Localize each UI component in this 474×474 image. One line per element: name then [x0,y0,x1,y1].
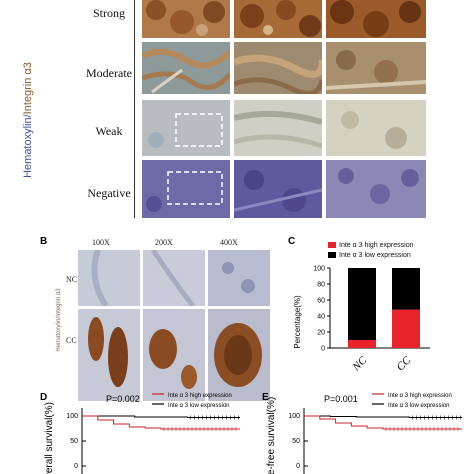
e-curve-low [304,415,462,418]
tile-moderate-3 [326,42,426,94]
c-tick-label: 60 [317,298,325,305]
row-cc: CC [66,336,77,345]
bar-cc-low [392,268,420,310]
tile-strong-3 [326,0,426,38]
side-label-integrin: Integrin α3 [22,62,34,115]
row-label-moderate: Moderate [86,66,132,80]
tile-weak-2 [234,100,322,156]
mag-200x: 200X [155,238,173,247]
row-nc: NC [66,275,78,284]
c-tick-label: 20 [317,330,325,337]
e-legend-high: Inte α 3 high expression [388,393,452,399]
bar-nc-high [348,340,376,348]
panel-c-letter: C [288,236,296,247]
d-legend-high: Inte α 3 high expression [168,393,232,399]
d-curve-high [82,415,240,430]
bar-cc-high [392,309,420,348]
tile-cc-200x [143,309,205,401]
tile-cc-400x [208,309,270,401]
d-tick-50: 50 [70,438,78,445]
c-tick-label: 40 [317,314,325,321]
c-category-cc: CC [394,354,413,373]
c-tick-label: 80 [317,282,325,289]
percentage-bar-chart: Percentage(%) 0 20 40 60 80 100 NC CC [293,266,430,374]
mag-400x: 400X [220,238,238,247]
tile-negative-3 [326,160,426,218]
c-tick-label: 100 [313,266,325,273]
e-ylabel: ease-free survival(%) [266,397,277,474]
row-label-strong: Strong [92,6,125,20]
e-tick-50: 50 [292,438,300,445]
d-tick-0: 0 [74,463,78,470]
tile-strong-2 [234,0,322,38]
d-tick-100: 100 [66,413,78,420]
tile-moderate-1 [142,42,230,94]
mag-100x: 100X [92,238,110,247]
tile-nc-200x [143,250,205,306]
d-legend-low: Inte α 3 low expression [168,403,230,409]
tile-nc-100x [78,250,140,306]
legend-c-high: Inte α 3 high expression [328,242,413,249]
tile-cc-100x [78,309,140,401]
c-ylabel: Percentage(%) [293,295,302,349]
e-legend-low: Inte α 3 low expression [388,403,450,409]
d-ylabel: Overall survival(%) [44,402,55,474]
tile-strong-1 [142,0,230,38]
d-pvalue: P=0.002 [106,394,140,404]
panel-d-letter: D [40,392,48,403]
overall-survival-chart: Overall survival(%) 100 50 0 P=0.002 Int… [44,393,240,474]
e-tick-100: 100 [288,413,300,420]
side-label-hema: Hematoxylin/ [22,114,34,178]
panel-b-side-label: Hematoxylin/Integrin α3 [56,288,62,352]
legend-c-high-swatch [328,242,336,249]
disease-free-survival-chart: ease-free survival(%) 100 50 0 P=0.001 I… [266,393,462,474]
tile-weak-3 [326,100,426,156]
panel-b-letter: B [40,236,48,247]
c-category-nc: NC [350,354,370,374]
c-tick-label: 0 [321,346,325,353]
panel-e-letter: E [262,392,269,403]
tile-nc-400x [208,250,270,306]
legend-c-low-swatch [328,252,336,259]
row-label-negative: Negative [87,186,131,200]
tile-moderate-2 [234,42,322,94]
panel-a-side-label: Hematoxylin/Integrin α3 [8,0,48,240]
e-tick-0: 0 [296,463,300,470]
tile-negative-1 [142,160,230,218]
tile-negative-2 [234,160,322,218]
tile-weak-1 [142,100,230,156]
panel-a-divider [134,0,135,218]
bar-nc-low [348,268,376,340]
d-curve-low [82,415,240,418]
legend-c-low: Inte α 3 low expression [328,252,411,259]
row-label-weak: Weak [95,124,123,138]
e-pvalue: P=0.001 [324,394,358,404]
e-curve-high [304,415,462,430]
